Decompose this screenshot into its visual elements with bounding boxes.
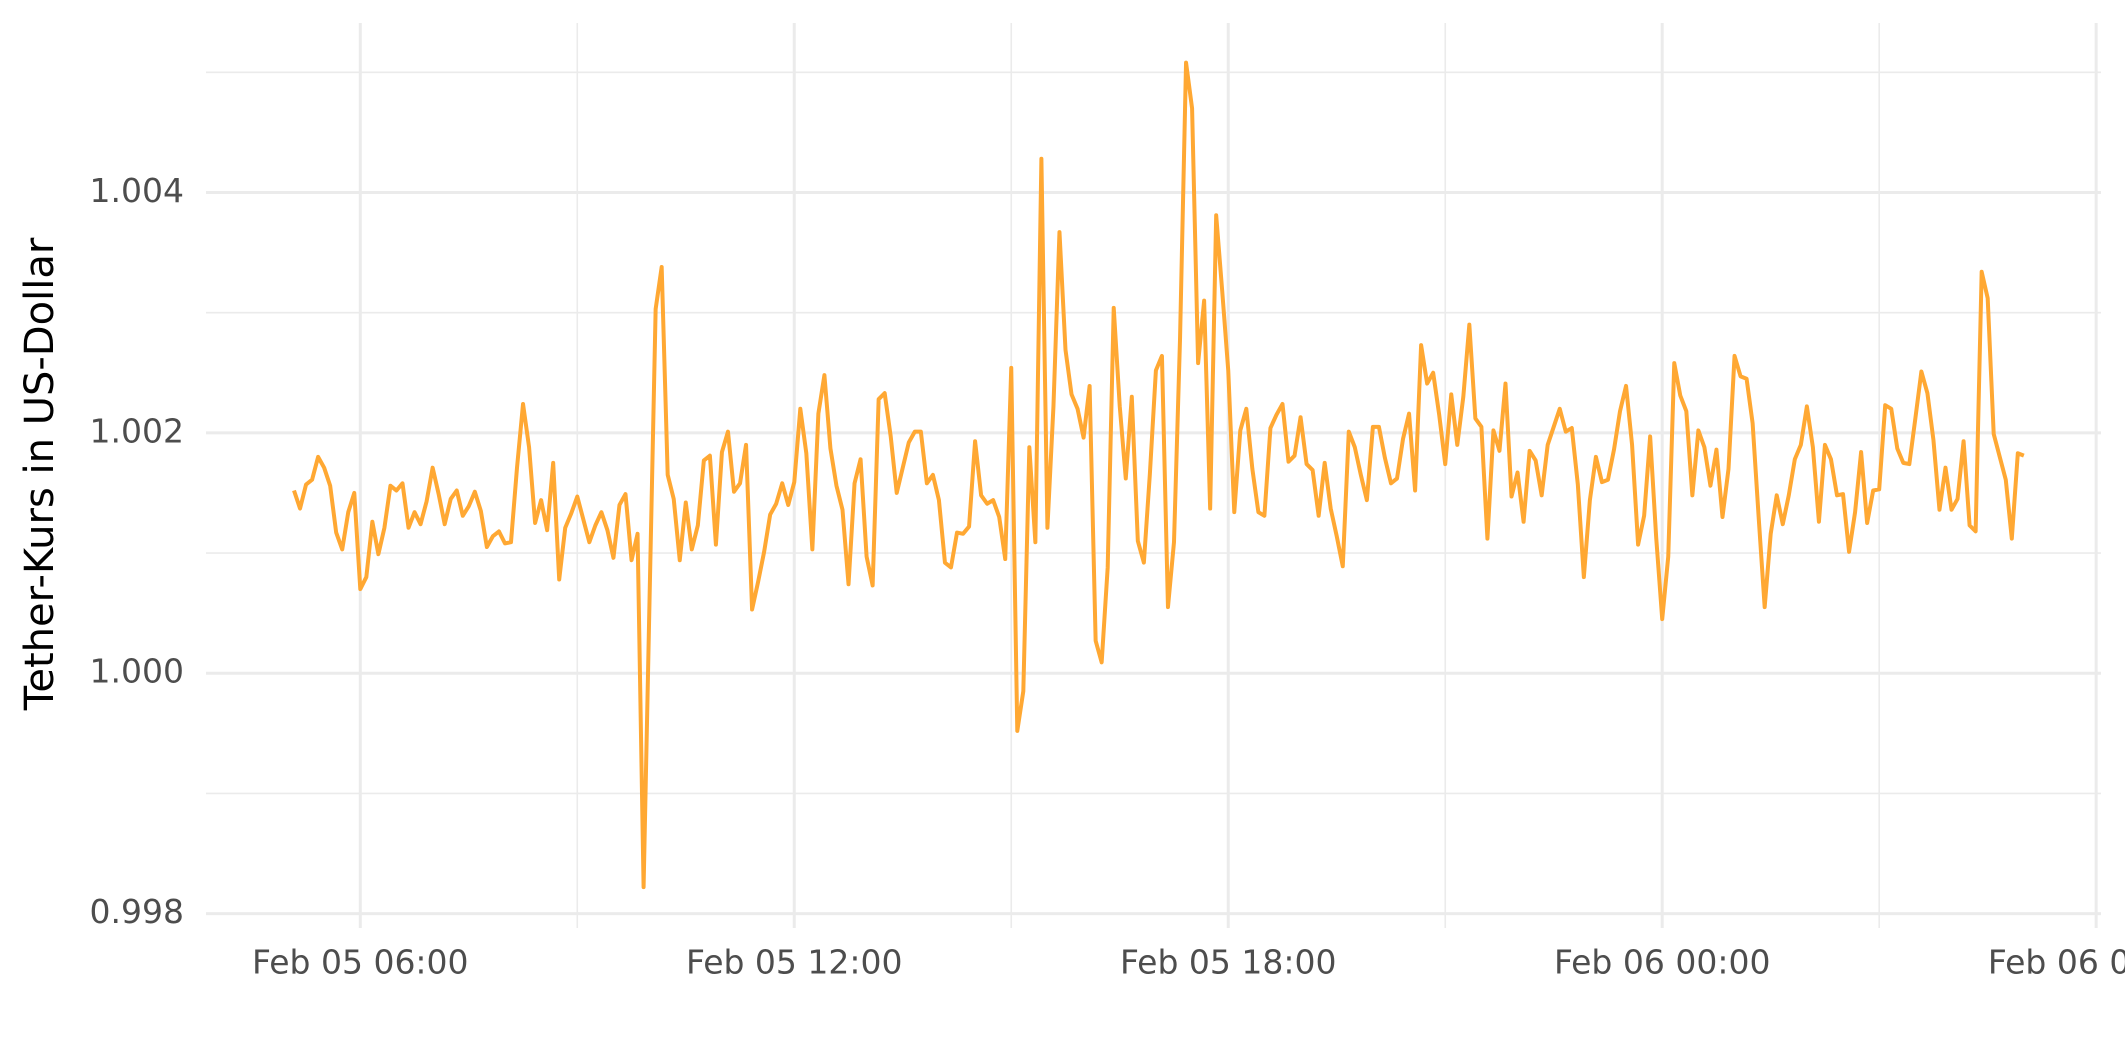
price-line: [292, 60, 2025, 890]
x-tick-label: Feb 05 06:00: [252, 943, 469, 982]
x-tick-label: Feb 06 00:00: [1554, 943, 1771, 982]
y-tick-label: 1.000: [90, 652, 184, 691]
y-tick-label: 1.004: [90, 171, 184, 210]
y-axis-title: Tether-Kurs in US-Dollar: [17, 237, 63, 711]
y-tick-label: 1.002: [90, 411, 184, 450]
x-tick-label: Feb 06 06:00: [1988, 943, 2125, 982]
x-tick-label: Feb 05 18:00: [1120, 943, 1337, 982]
x-tick-label: Feb 05 12:00: [686, 943, 903, 982]
y-tick-label: 0.998: [90, 892, 184, 931]
